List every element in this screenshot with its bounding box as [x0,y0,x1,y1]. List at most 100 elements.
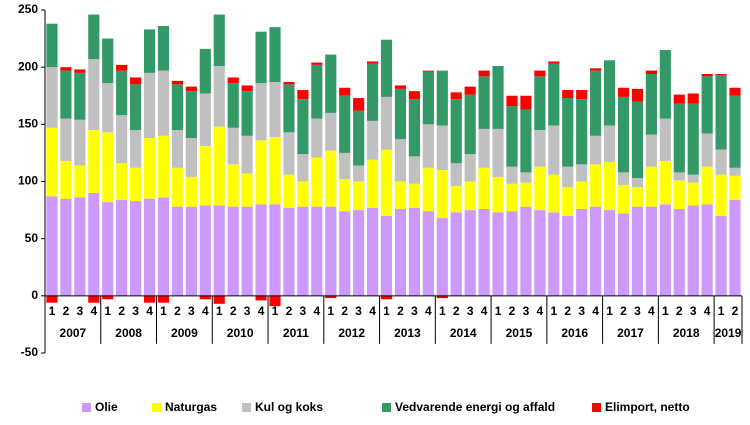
bar-segment [659,118,671,161]
bar-segment [353,181,365,211]
bar-segment [659,204,671,296]
bar-segment [715,74,727,76]
bar-segment [548,63,560,126]
bar-segment [548,212,560,296]
bar-segment [394,208,407,296]
bar-segment [60,160,72,199]
x-tick-label: 1 [104,304,111,318]
bar-segment [353,210,365,296]
year-label: 2012 [338,326,365,340]
bar-segment [199,93,211,147]
bar-segment [199,146,211,206]
bar-segment [353,165,365,182]
x-tick-label: 2 [174,304,181,318]
x-tick-label: 4 [90,304,97,318]
bar-segment [325,206,337,296]
bar-segment [213,14,225,67]
bar-segment [673,103,685,173]
y-tick-label: 0 [31,288,38,302]
bar-segment [283,207,295,296]
bar-segment [394,139,407,182]
legend-label: Naturgas [165,400,217,414]
bar-segment [436,218,448,296]
bar-segment [715,149,727,175]
bar-segment [729,167,741,176]
bar-segment [673,208,685,296]
bar-segment [506,166,518,184]
bar-segment [171,80,184,85]
bar-segment [394,88,407,140]
bar-segment [659,50,671,119]
bar-segment [450,186,462,213]
bar-segment [687,205,699,296]
bar-segment [157,295,170,303]
bar-segment [325,150,337,207]
bar-segment [534,210,546,296]
bar-segment [283,174,295,208]
bar-segment [645,134,657,167]
bar-segment [492,212,504,296]
bar-segment [687,182,699,206]
bar-segment [269,82,281,137]
bar-segment [102,295,114,300]
bar-segment [255,140,267,205]
bar-segment [116,199,128,296]
bar-segment [450,99,462,164]
bar-segment [603,210,616,296]
x-tick-label: 4 [648,304,655,318]
bar-segment [562,98,574,167]
bar-segment [283,132,295,175]
bar-segment [143,29,156,73]
x-tick-label: 2 [676,304,683,318]
year-label: 2011 [283,326,309,340]
bar-segment [436,295,448,299]
bar-segment [422,124,434,168]
bar-segment [380,96,393,150]
bar-segment [130,200,142,296]
legend-label: Kul og koks [255,400,323,414]
bar-segment [283,84,295,133]
bar-segment [492,176,504,213]
bar-segment [102,83,114,133]
bar-segment [213,126,225,206]
bar-segment [130,77,142,85]
legend-swatch [382,403,391,412]
bar-segment [60,70,72,119]
bar-segment [339,179,351,212]
bar-segment [590,70,602,136]
bar-segment [367,61,379,64]
bar-segment [143,295,156,303]
y-tick-label: 250 [18,2,38,16]
bar-segment [199,295,211,300]
bar-segment [534,76,546,131]
bar-segment [631,88,644,102]
bar-segment [171,84,184,131]
bar-segment [227,206,239,296]
bar-segment [520,172,532,183]
bar-segment [199,48,211,94]
bar-segment [269,27,281,83]
bar-segment [297,99,309,155]
x-tick-label: 1 [383,304,390,318]
bar-segment [534,130,546,167]
x-tick-label: 3 [411,304,418,318]
bar-segment [464,154,476,182]
bar-segment [130,167,142,201]
bar-segment [729,199,741,296]
x-tick-label: 3 [690,304,697,318]
bar-segment [255,31,267,84]
bar-segment [548,61,560,64]
bar-segment [130,84,142,131]
bar-segment [603,60,616,126]
x-tick-label: 1 [495,304,502,318]
bar-segment [143,138,156,199]
bar-segment [562,90,574,99]
bar-segment [46,67,58,128]
bar-segment [631,187,644,207]
bar-segment [436,70,448,126]
x-tick-label: 2 [509,304,516,318]
x-tick-label: 3 [523,304,530,318]
legend-swatch [592,403,601,412]
bar-segment [60,198,72,296]
bar-segment [311,206,323,296]
